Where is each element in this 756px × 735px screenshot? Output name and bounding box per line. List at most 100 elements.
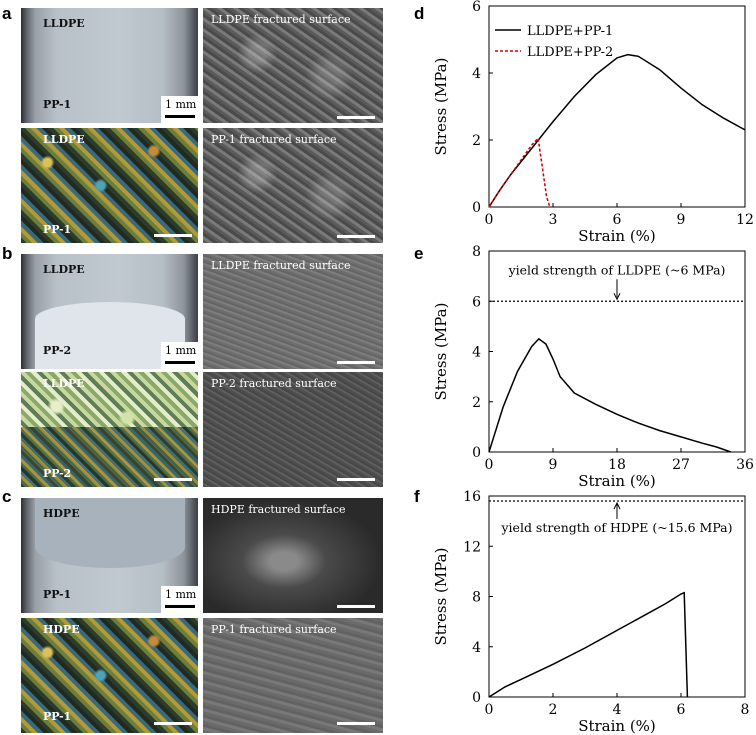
legend-label-2: LLDPE+PP-2 <box>527 45 613 60</box>
x-tick-label: 12 <box>736 212 754 228</box>
y-tick-label: 0 <box>472 445 481 461</box>
sem-label: HDPE fractured surface <box>211 503 346 516</box>
reference-arrowhead <box>613 293 621 301</box>
series-line-1 <box>488 53 746 208</box>
y-tick-label: 12 <box>463 539 481 555</box>
x-tick-label: 8 <box>741 702 750 718</box>
y-tick-label: 4 <box>472 66 481 82</box>
scale-bar-box <box>161 586 198 613</box>
label-bottom: PP-2 <box>43 344 72 357</box>
y-tick-label: 4 <box>472 640 481 656</box>
x-tick-label: 0 <box>485 212 494 228</box>
y-tick-label: 6 <box>472 0 481 15</box>
y-tick-label: 16 <box>463 490 481 505</box>
panel-letter-b: b <box>2 244 13 263</box>
reference-label: yield strength of LLDPE (~6 MPa) <box>508 262 726 277</box>
y-tick-label: 0 <box>472 690 481 706</box>
x-tick-label: 3 <box>549 212 558 228</box>
sem-image-c-bottom: PP-1 fractured surface <box>203 618 383 733</box>
reference-label: yield strength of HDPE (~15.6 MPa) <box>500 520 732 535</box>
x-axis-label: Strain (%) <box>578 472 656 490</box>
panel-letter-e: e <box>414 244 424 263</box>
chart-e: 0 9 18 27 36 0 2 4 6 8 Strain (%) Stress (MPa) yield… <box>432 245 754 490</box>
x-tick-label: 0 <box>485 702 494 718</box>
label-top: LLDPE <box>43 17 85 30</box>
x-tick-label: 4 <box>613 702 622 718</box>
y-tick-label: 2 <box>472 133 481 149</box>
scale-bar <box>337 361 375 364</box>
x-axis-label: Strain (%) <box>578 227 656 245</box>
sem-label: LLDPE fractured surface <box>211 259 351 272</box>
reference-arrowhead <box>613 501 621 510</box>
label-top: LLDPE <box>43 133 85 146</box>
panel-letter-a: a <box>2 4 12 23</box>
label-bottom: PP-1 <box>43 223 72 236</box>
sem-image-a-top: LLDPE fractured surface <box>203 8 383 123</box>
scale-bar <box>337 605 375 608</box>
label-bottom: PP-1 <box>43 710 72 723</box>
label-bottom: PP-1 <box>43 588 72 601</box>
optical-image-c: HDPE PP-1 1 mm <box>21 498 198 613</box>
x-tick-label: 0 <box>485 457 494 473</box>
optical-image-a: LLDPE PP-1 1 mm <box>21 8 198 123</box>
sem-label: PP-2 fractured surface <box>211 377 337 390</box>
sem-label: PP-1 fractured surface <box>211 133 337 146</box>
polarized-image-a: LLDPE PP-1 <box>21 128 198 243</box>
scale-bar-box <box>161 342 198 369</box>
x-tick-label: 2 <box>549 702 558 718</box>
optical-image-b: LLDPE PP-2 1 mm <box>21 254 198 369</box>
panel-letter-d: d <box>414 4 425 23</box>
label-top: HDPE <box>43 623 80 636</box>
scale-bar-text: 1 mm <box>165 98 197 111</box>
x-tick-label: 6 <box>677 702 686 718</box>
y-tick-label: 6 <box>472 294 481 310</box>
y-axis-label: Stress (MPa) <box>432 303 450 401</box>
polarized-image-b: LLDPE PP-2 <box>21 372 198 487</box>
scale-bar <box>165 115 195 118</box>
y-tick-label: 8 <box>472 590 481 606</box>
label-bottom: PP-1 <box>43 98 72 111</box>
y-axis-label: Stress (MPa) <box>432 58 450 156</box>
x-axis-label: Strain (%) <box>578 717 656 735</box>
label-bottom: PP-2 <box>43 467 72 480</box>
y-axis-label: Stress (MPa) <box>432 548 450 646</box>
label-top: HDPE <box>43 507 80 520</box>
y-tick-label: 8 <box>472 245 481 260</box>
y-tick-label: 2 <box>472 395 481 411</box>
scale-bar <box>337 116 375 119</box>
panel-letter-c: c <box>2 487 12 506</box>
scale-bar <box>165 605 195 608</box>
scale-bar <box>337 235 375 238</box>
label-top: LLDPE <box>43 377 85 390</box>
label-top: LLDPE <box>43 263 85 276</box>
x-tick-label: 18 <box>608 457 626 473</box>
polarized-image-c: HDPE PP-1 <box>21 618 198 733</box>
scale-bar <box>154 478 192 481</box>
sem-image-b-bottom: PP-2 fractured surface <box>203 372 383 487</box>
y-tick-label: 4 <box>472 345 481 361</box>
scale-bar <box>154 722 192 725</box>
scale-bar <box>165 361 195 364</box>
chart-f: 0 2 4 6 8 0 4 8 12 16 Strain (%) Stress (MPa) yield … <box>432 490 750 735</box>
sem-label: LLDPE fractured surface <box>211 13 351 26</box>
x-tick-label: 27 <box>672 457 690 473</box>
scale-bar <box>154 234 192 237</box>
sem-label: PP-1 fractured surface <box>211 623 337 636</box>
series-line-1 <box>488 337 732 453</box>
series-line-2 <box>488 136 551 208</box>
scale-bar-box <box>161 96 198 123</box>
scale-bar <box>337 478 375 481</box>
y-tick-label: 0 <box>472 200 481 216</box>
x-tick-label: 9 <box>677 212 686 228</box>
scale-bar-text: 1 mm <box>165 588 197 601</box>
sem-image-a-bottom: PP-1 fractured surface <box>203 128 383 243</box>
sem-image-c-top: HDPE fractured surface <box>203 498 383 613</box>
scale-bar <box>337 722 375 725</box>
legend-label-1: LLDPE+PP-1 <box>527 24 613 39</box>
sem-image-b-top: LLDPE fractured surface <box>203 254 383 369</box>
x-tick-label: 6 <box>613 212 622 228</box>
series-line-1 <box>488 591 689 698</box>
scale-bar-text: 1 mm <box>165 344 197 357</box>
panel-letter-f: f <box>414 487 420 506</box>
